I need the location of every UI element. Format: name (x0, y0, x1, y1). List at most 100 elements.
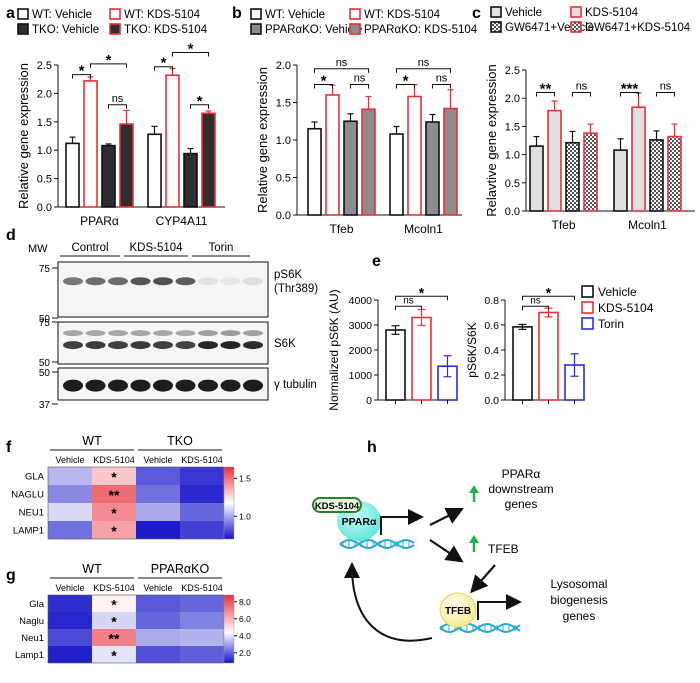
lane-group-label: KDS-5104 (129, 242, 183, 254)
legend-swatch (349, 8, 361, 20)
blot-band (63, 277, 83, 286)
ppara-node-label: PPARα (342, 516, 377, 528)
bar (425, 121, 440, 216)
y-tick-label: 0.6 (484, 320, 499, 332)
heatmap-column-label: KDS-5104 (93, 583, 135, 593)
target1-line2: downstream (488, 482, 553, 496)
significance-label: * (79, 63, 85, 80)
legend-swatch (581, 285, 594, 298)
heatmap-cell (136, 467, 180, 485)
y-tick-label: 0.0 (37, 202, 52, 214)
significance-bracket (90, 63, 127, 68)
mw-marker-label: 75 (39, 264, 51, 275)
blot-label: S6K (274, 338, 296, 350)
blot-band (175, 379, 196, 392)
heatmap-cell (48, 646, 92, 663)
heatmap-significance: * (111, 648, 117, 664)
heatmap-cell (180, 467, 224, 485)
significance-bracket (396, 84, 415, 89)
blot-band (243, 341, 263, 350)
significance-label: ns (403, 295, 414, 306)
bar (529, 145, 544, 212)
x-tick-label: Tfeb (551, 218, 575, 232)
drug-pill (312, 497, 362, 513)
significance-label: * (546, 284, 552, 300)
heatmap-row-label: GLA (25, 472, 45, 483)
color-scale-label: 1.5 (239, 473, 251, 483)
mw-marker-label: 37 (39, 400, 51, 411)
color-scale-bar (223, 466, 235, 540)
blot-band (175, 341, 196, 350)
panel-letter-b: b (232, 5, 242, 22)
significance-bracket (314, 84, 333, 89)
heatmap-row-label: LAMP1 (13, 526, 44, 537)
blot-band (130, 277, 151, 286)
blot-band (85, 379, 106, 392)
y-tick-label: 2.5 (505, 65, 520, 77)
legend-label: WT: Vehicle (32, 9, 92, 21)
significance-label: * (197, 93, 203, 110)
blot-band (108, 330, 128, 337)
significance-label: * (161, 55, 167, 72)
y-tick-label: 1.5 (276, 98, 291, 110)
y-tick-label: 1.0 (37, 145, 52, 157)
heatmap-cell (136, 595, 180, 612)
heatmap-cell (136, 612, 180, 629)
y-tick-label: 2.0 (505, 93, 520, 105)
target-arrow (429, 539, 464, 563)
heatmap-column-label: KDS-5104 (181, 583, 223, 593)
legend-label: TKO: Vehicle (32, 24, 99, 36)
legend-swatch (109, 8, 121, 20)
heatmap-column-label: KDS-5104 (181, 455, 223, 465)
heatmap-cell (48, 521, 92, 539)
color-scale-bar (223, 594, 235, 664)
bar (411, 316, 432, 401)
y-axis-label: Relavtive gene expression (484, 64, 499, 216)
tfeb-arrow (470, 564, 496, 594)
heatmap-cell (136, 485, 180, 503)
y-tick-label: 0.5 (505, 178, 520, 190)
y-tick-label: 0.5 (37, 174, 52, 186)
western-blot-d: MW Control KDS-5104 Torin7550pS6K(Thr389)75… (28, 242, 318, 411)
bar (389, 133, 404, 216)
heatmap-cell (136, 503, 180, 521)
panel-letter-d: d (6, 227, 16, 244)
significance-label: * (106, 52, 112, 69)
upregulated-arrow-icon (469, 535, 479, 543)
heatmap-cell (136, 629, 180, 646)
heatmap-cell (92, 646, 136, 663)
lane-group-label: Torin (209, 242, 234, 254)
legend-label: KDS-5104 (585, 7, 639, 19)
blot-band (153, 379, 173, 392)
x-tick-label: CYP4A11 (156, 214, 208, 228)
heatmap-cell (180, 629, 224, 646)
heatmap-cell (180, 503, 224, 521)
tfeb-promoter-arrow (477, 594, 522, 620)
heatmap-significance: ** (109, 631, 120, 647)
significance-label: * (403, 73, 409, 90)
blot-band (85, 277, 106, 286)
blot-band (175, 277, 196, 286)
significance-bracket (172, 52, 209, 57)
legend-swatch (109, 23, 121, 35)
heatmap-cell (92, 485, 136, 503)
blot-band (108, 379, 128, 392)
heatmap-row-label: NEU1 (19, 508, 44, 519)
heatmap-group-label: WT (82, 434, 102, 448)
heatmap-column-label: Vehicle (55, 583, 84, 593)
bar (147, 133, 162, 208)
blot-band (153, 330, 173, 337)
bar (183, 152, 198, 208)
bar (583, 132, 598, 212)
y-axis-label: Relative gene expression (16, 63, 31, 209)
blot-band (243, 330, 263, 337)
y-tick-label: 1.0 (276, 135, 291, 147)
bar (443, 107, 458, 216)
lane-group-label: Control (71, 242, 108, 254)
outcome-line3: genes (563, 609, 596, 623)
significance-bracket (620, 92, 639, 97)
y-tick-label: 0 (366, 395, 372, 407)
legend-label: PPARαKO: KDS-5104 (364, 24, 478, 36)
y-tick-label: 0.8 (484, 295, 499, 307)
significance-bracket (396, 68, 451, 73)
